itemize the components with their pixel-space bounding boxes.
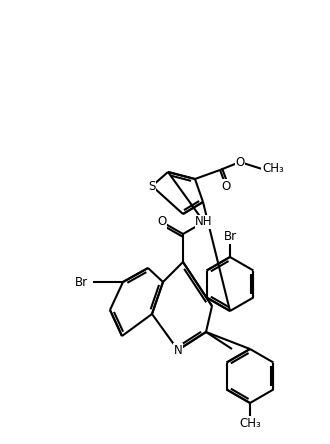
Text: NH: NH	[195, 215, 213, 229]
Text: CH₃: CH₃	[239, 417, 261, 430]
Text: O: O	[157, 215, 167, 229]
Text: O: O	[235, 155, 245, 169]
Text: CH₃: CH₃	[262, 163, 284, 175]
Text: Br: Br	[75, 275, 88, 289]
Text: Br: Br	[223, 230, 237, 243]
Text: O: O	[221, 179, 231, 193]
Text: N: N	[174, 344, 182, 357]
Text: S: S	[148, 179, 156, 193]
